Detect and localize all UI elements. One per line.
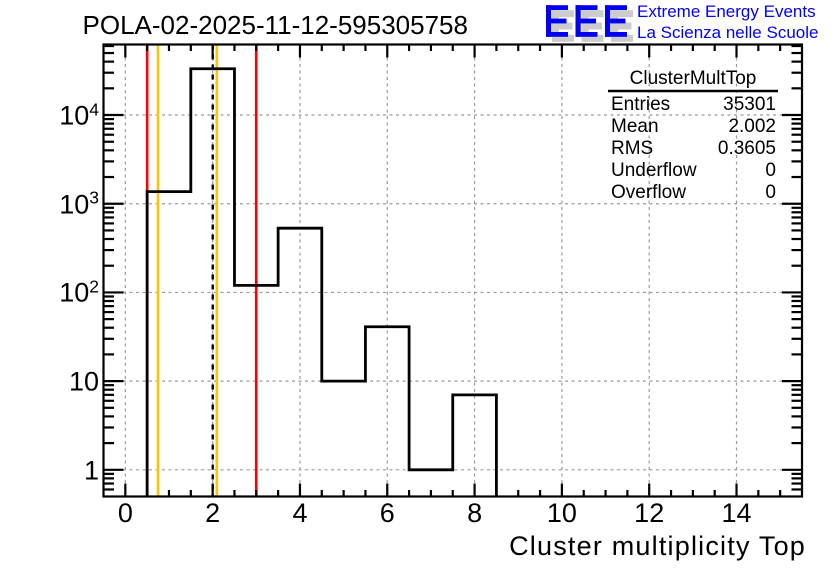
eee-letter — [581, 10, 604, 42]
x-tick-label-10: 10 — [546, 498, 577, 528]
eee-letter — [552, 10, 574, 42]
stats-row-entries: Entries 35301 — [611, 95, 776, 114]
stats-box-title: ClusterMultTop — [629, 68, 757, 89]
stats-row-underflow: Underflow 0 — [611, 161, 776, 180]
stats-label: Entries — [611, 94, 671, 115]
stats-value: 2.002 — [728, 116, 776, 137]
x-tick-label-2: 2 — [205, 498, 221, 528]
stats-label: Overflow — [611, 182, 686, 203]
eee-logo-shadow — [552, 10, 633, 42]
eee-letter — [611, 10, 633, 42]
logo-tagline-line2: La Scienza nelle Scuole — [637, 22, 819, 42]
x-tick-label-4: 4 — [292, 498, 308, 528]
stats-row-overflow: Overflow 0 — [611, 183, 776, 202]
x-tick-label-0: 0 — [117, 498, 133, 528]
y-tick-label-10: 10 — [68, 366, 99, 397]
stats-value: 35301 — [723, 94, 776, 115]
stats-label: RMS — [611, 138, 654, 159]
x-axis-title: Cluster multiplicity Top — [509, 531, 806, 561]
x-tick-label-6: 6 — [379, 498, 395, 528]
eee-logo-blue — [546, 5, 627, 37]
axes-frame — [102, 43, 804, 498]
stats-label: Mean — [611, 116, 659, 137]
eee-letter — [605, 5, 627, 37]
plot-title: POLA-02-2025-11-12-595305758 — [82, 10, 468, 40]
y-tick-label-100: 102 — [59, 276, 99, 308]
y-tick-label-1000: 103 — [59, 187, 99, 220]
x-tick-label-8: 8 — [467, 498, 483, 528]
histogram-step-line — [145, 67, 498, 497]
x-tick-label-14: 14 — [721, 498, 752, 528]
stats-row-mean: Mean 2.002 — [611, 117, 776, 136]
stats-value: 0 — [765, 160, 776, 181]
stats-value: 0 — [765, 182, 776, 203]
stats-row-rms: RMS 0.3605 — [611, 139, 776, 158]
y-tick-label-1: 1 — [83, 455, 99, 486]
eee-letter — [546, 5, 568, 37]
x-tick-label-12: 12 — [634, 498, 665, 528]
logo-tagline-line1: Extreme Energy Events — [637, 2, 816, 22]
stats-label: Underflow — [611, 160, 697, 181]
stats-value: 0.3605 — [717, 138, 776, 159]
y-tick-label-10000: 104 — [59, 99, 99, 131]
eee-letter — [575, 5, 598, 37]
